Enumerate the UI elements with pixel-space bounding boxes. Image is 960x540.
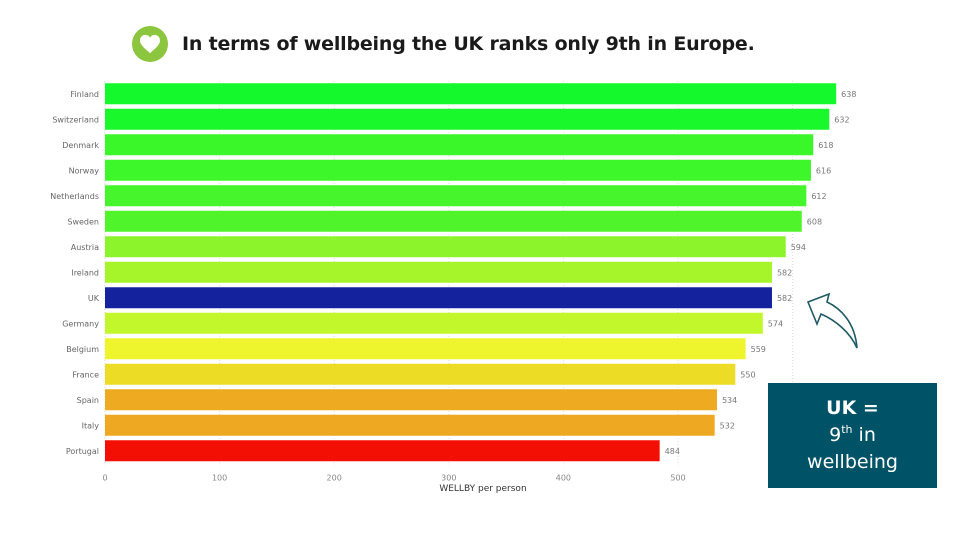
category-label: Sweden bbox=[67, 217, 99, 226]
uk-rank-callout: UK = 9th in wellbeing bbox=[768, 383, 937, 488]
x-tick-label: 300 bbox=[441, 474, 456, 483]
value-label: 612 bbox=[811, 192, 826, 201]
bar-austria bbox=[105, 236, 786, 258]
category-label: Italy bbox=[82, 421, 100, 430]
bar-spain bbox=[105, 389, 717, 411]
category-label: Denmark bbox=[62, 141, 99, 150]
category-label: UK bbox=[88, 294, 100, 303]
page-title: In terms of wellbeing the UK ranks only … bbox=[182, 33, 755, 55]
value-label: 594 bbox=[791, 243, 806, 252]
bar-ireland bbox=[105, 261, 772, 283]
x-axis-title: WELLBY per person bbox=[439, 484, 526, 494]
bar-norway bbox=[105, 159, 811, 181]
x-tick-label: 500 bbox=[670, 474, 685, 483]
value-label: 559 bbox=[751, 345, 766, 354]
bar-netherlands bbox=[105, 185, 807, 207]
value-label: 484 bbox=[665, 447, 680, 456]
bar-belgium bbox=[105, 338, 746, 360]
category-label: Switzerland bbox=[52, 115, 99, 124]
callout-rank-number: 9 bbox=[829, 424, 842, 446]
category-label: Austria bbox=[71, 243, 99, 252]
category-label: Belgium bbox=[66, 345, 99, 354]
category-label: Netherlands bbox=[50, 192, 99, 201]
value-label: 638 bbox=[841, 90, 856, 99]
bar-france bbox=[105, 363, 736, 385]
value-label: 550 bbox=[740, 370, 755, 379]
category-label: Norway bbox=[69, 166, 100, 175]
value-label: 574 bbox=[768, 319, 783, 328]
value-label: 532 bbox=[720, 421, 735, 430]
bar-finland bbox=[105, 83, 837, 105]
category-label: Spain bbox=[77, 396, 99, 405]
x-tick-label: 200 bbox=[327, 474, 342, 483]
x-tick-label: 0 bbox=[102, 474, 107, 483]
x-tick-label: 100 bbox=[212, 474, 227, 483]
x-tick-label: 400 bbox=[556, 474, 571, 483]
category-labels: Finland Switzerland Denmark Norway Netherlan… bbox=[50, 90, 100, 456]
value-label: 582 bbox=[777, 294, 792, 303]
category-label: Ireland bbox=[71, 268, 99, 277]
bar-germany bbox=[105, 312, 763, 334]
value-label: 534 bbox=[722, 396, 737, 405]
callout-line-2: 9th in bbox=[768, 422, 937, 449]
bar-uk bbox=[105, 287, 772, 309]
callout-rank-suffix: th bbox=[841, 423, 853, 436]
callout-line-1: UK = bbox=[826, 397, 879, 419]
category-label: France bbox=[72, 370, 99, 379]
value-label: 616 bbox=[816, 166, 831, 175]
heart-icon bbox=[132, 26, 168, 62]
category-label: Finland bbox=[70, 90, 99, 99]
bar-sweden bbox=[105, 210, 802, 232]
value-label: 608 bbox=[807, 217, 822, 226]
header: In terms of wellbeing the UK ranks only … bbox=[132, 26, 755, 62]
value-label: 618 bbox=[818, 141, 833, 150]
callout-line-3: wellbeing bbox=[807, 451, 898, 473]
curved-arrow-icon bbox=[806, 292, 858, 349]
bar-denmark bbox=[105, 134, 814, 156]
callout-line-2-text: in bbox=[852, 424, 876, 446]
value-label: 582 bbox=[777, 268, 792, 277]
value-labels: 638 632 618 616 612 608 594 582 582 574 559 550 534 5… bbox=[665, 90, 857, 456]
x-axis-ticks: 0 100 200 300 400 500 bbox=[102, 474, 685, 483]
bar-italy bbox=[105, 414, 715, 436]
bar-portugal bbox=[105, 440, 660, 462]
category-label: Germany bbox=[62, 319, 99, 328]
bars bbox=[105, 83, 837, 462]
bar-switzerland bbox=[105, 108, 830, 130]
category-label: Portugal bbox=[66, 447, 99, 456]
value-label: 632 bbox=[834, 115, 849, 124]
